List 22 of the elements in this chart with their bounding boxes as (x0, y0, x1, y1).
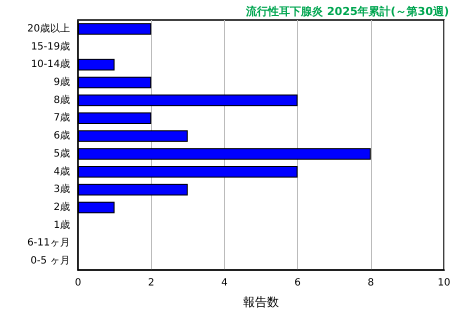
x-tick-label: 4 (221, 278, 228, 288)
y-tick-label: 4歳 (54, 165, 70, 178)
y-tick-label: 3歳 (54, 183, 70, 196)
y-tick-label: 0-5 ヶ月 (30, 256, 70, 267)
x-tick-label: 0 (74, 278, 82, 288)
y-tick-label: 5歳 (54, 147, 70, 160)
x-tick-label: 10 (438, 278, 450, 288)
x-tick-label: 8 (368, 278, 374, 288)
y-tick-label: 6-11ヶ月 (27, 238, 70, 249)
chart-title: 流行性耳下腺炎 2025年累計(～第30週) (245, 5, 450, 18)
x-axis-title: 報告数 (243, 295, 279, 309)
y-tick-label: 2歳 (54, 201, 70, 213)
y-tick-label: 15-19歳 (30, 40, 70, 52)
x-tick-label: 2 (148, 278, 154, 288)
y-tick-label: 9歳 (54, 76, 70, 88)
y-tick-label: 1歳 (54, 218, 70, 231)
x-tick-label: 6 (294, 278, 301, 288)
y-tick-label: 6歳 (54, 130, 70, 142)
y-tick-label: 8歳 (54, 94, 70, 106)
y-tick-label: 7歳 (54, 112, 70, 124)
y-tick-label: 10-14歳 (30, 58, 70, 70)
y-tick-label: 20歳以上 (27, 22, 70, 34)
